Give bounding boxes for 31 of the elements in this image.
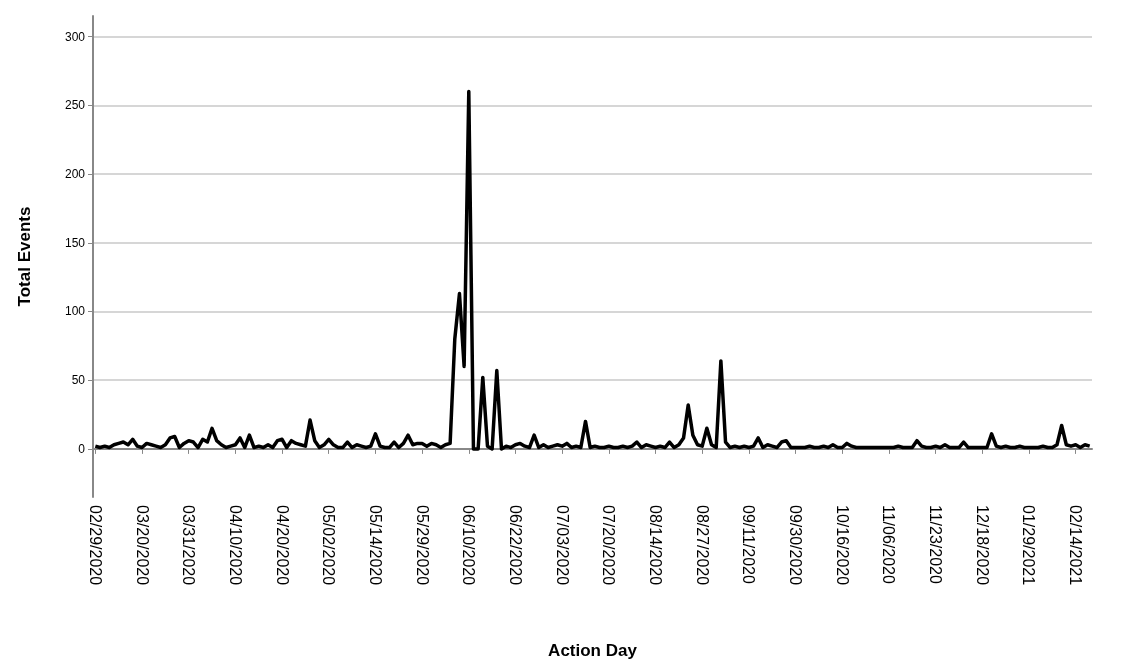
x-tick-label: 09/11/2020 [740, 505, 758, 584]
x-tick-label: 12/18/2020 [973, 505, 991, 586]
x-tick-label: 05/14/2020 [366, 505, 384, 586]
y-tick-label: 250 [64, 98, 86, 113]
x-tick-label: 11/23/2020 [927, 505, 945, 584]
x-tick-label: 03/31/2020 [180, 505, 198, 586]
x-tick-label: 05/02/2020 [320, 505, 338, 586]
y-tick-label: 200 [64, 167, 86, 182]
x-tick-label: 08/27/2020 [693, 505, 711, 586]
x-tick-label: 11/06/2020 [880, 505, 898, 584]
x-tick-label: 08/14/2020 [647, 505, 665, 586]
y-tick-label: 50 [71, 373, 86, 388]
y-tick-label: 150 [64, 235, 86, 250]
y-axis-title: Total Events [15, 206, 34, 307]
x-tick-label: 07/03/2020 [553, 505, 571, 586]
x-tick-label: 06/22/2020 [506, 505, 524, 586]
x-tick-label: 04/20/2020 [273, 505, 291, 586]
x-tick-label: 07/20/2020 [600, 505, 618, 586]
x-tick-label: 04/10/2020 [226, 505, 244, 586]
x-tick-label: 02/14/2021 [1067, 505, 1085, 586]
x-tick-label: 06/10/2020 [460, 505, 478, 586]
y-tick-label: 0 [78, 441, 86, 456]
x-axis-title: Action Day [548, 641, 638, 660]
x-tick-label: 02/29/2020 [86, 505, 104, 586]
x-tick-label: 03/20/2020 [133, 505, 151, 586]
x-tick-label: 05/29/2020 [413, 505, 431, 586]
x-tick-label: 09/30/2020 [787, 505, 805, 586]
y-tick-label: 300 [64, 29, 86, 44]
y-tick-label: 100 [64, 304, 86, 319]
x-tick-label: 01/29/2021 [1020, 505, 1038, 586]
x-tick-label: 10/16/2020 [833, 505, 851, 586]
